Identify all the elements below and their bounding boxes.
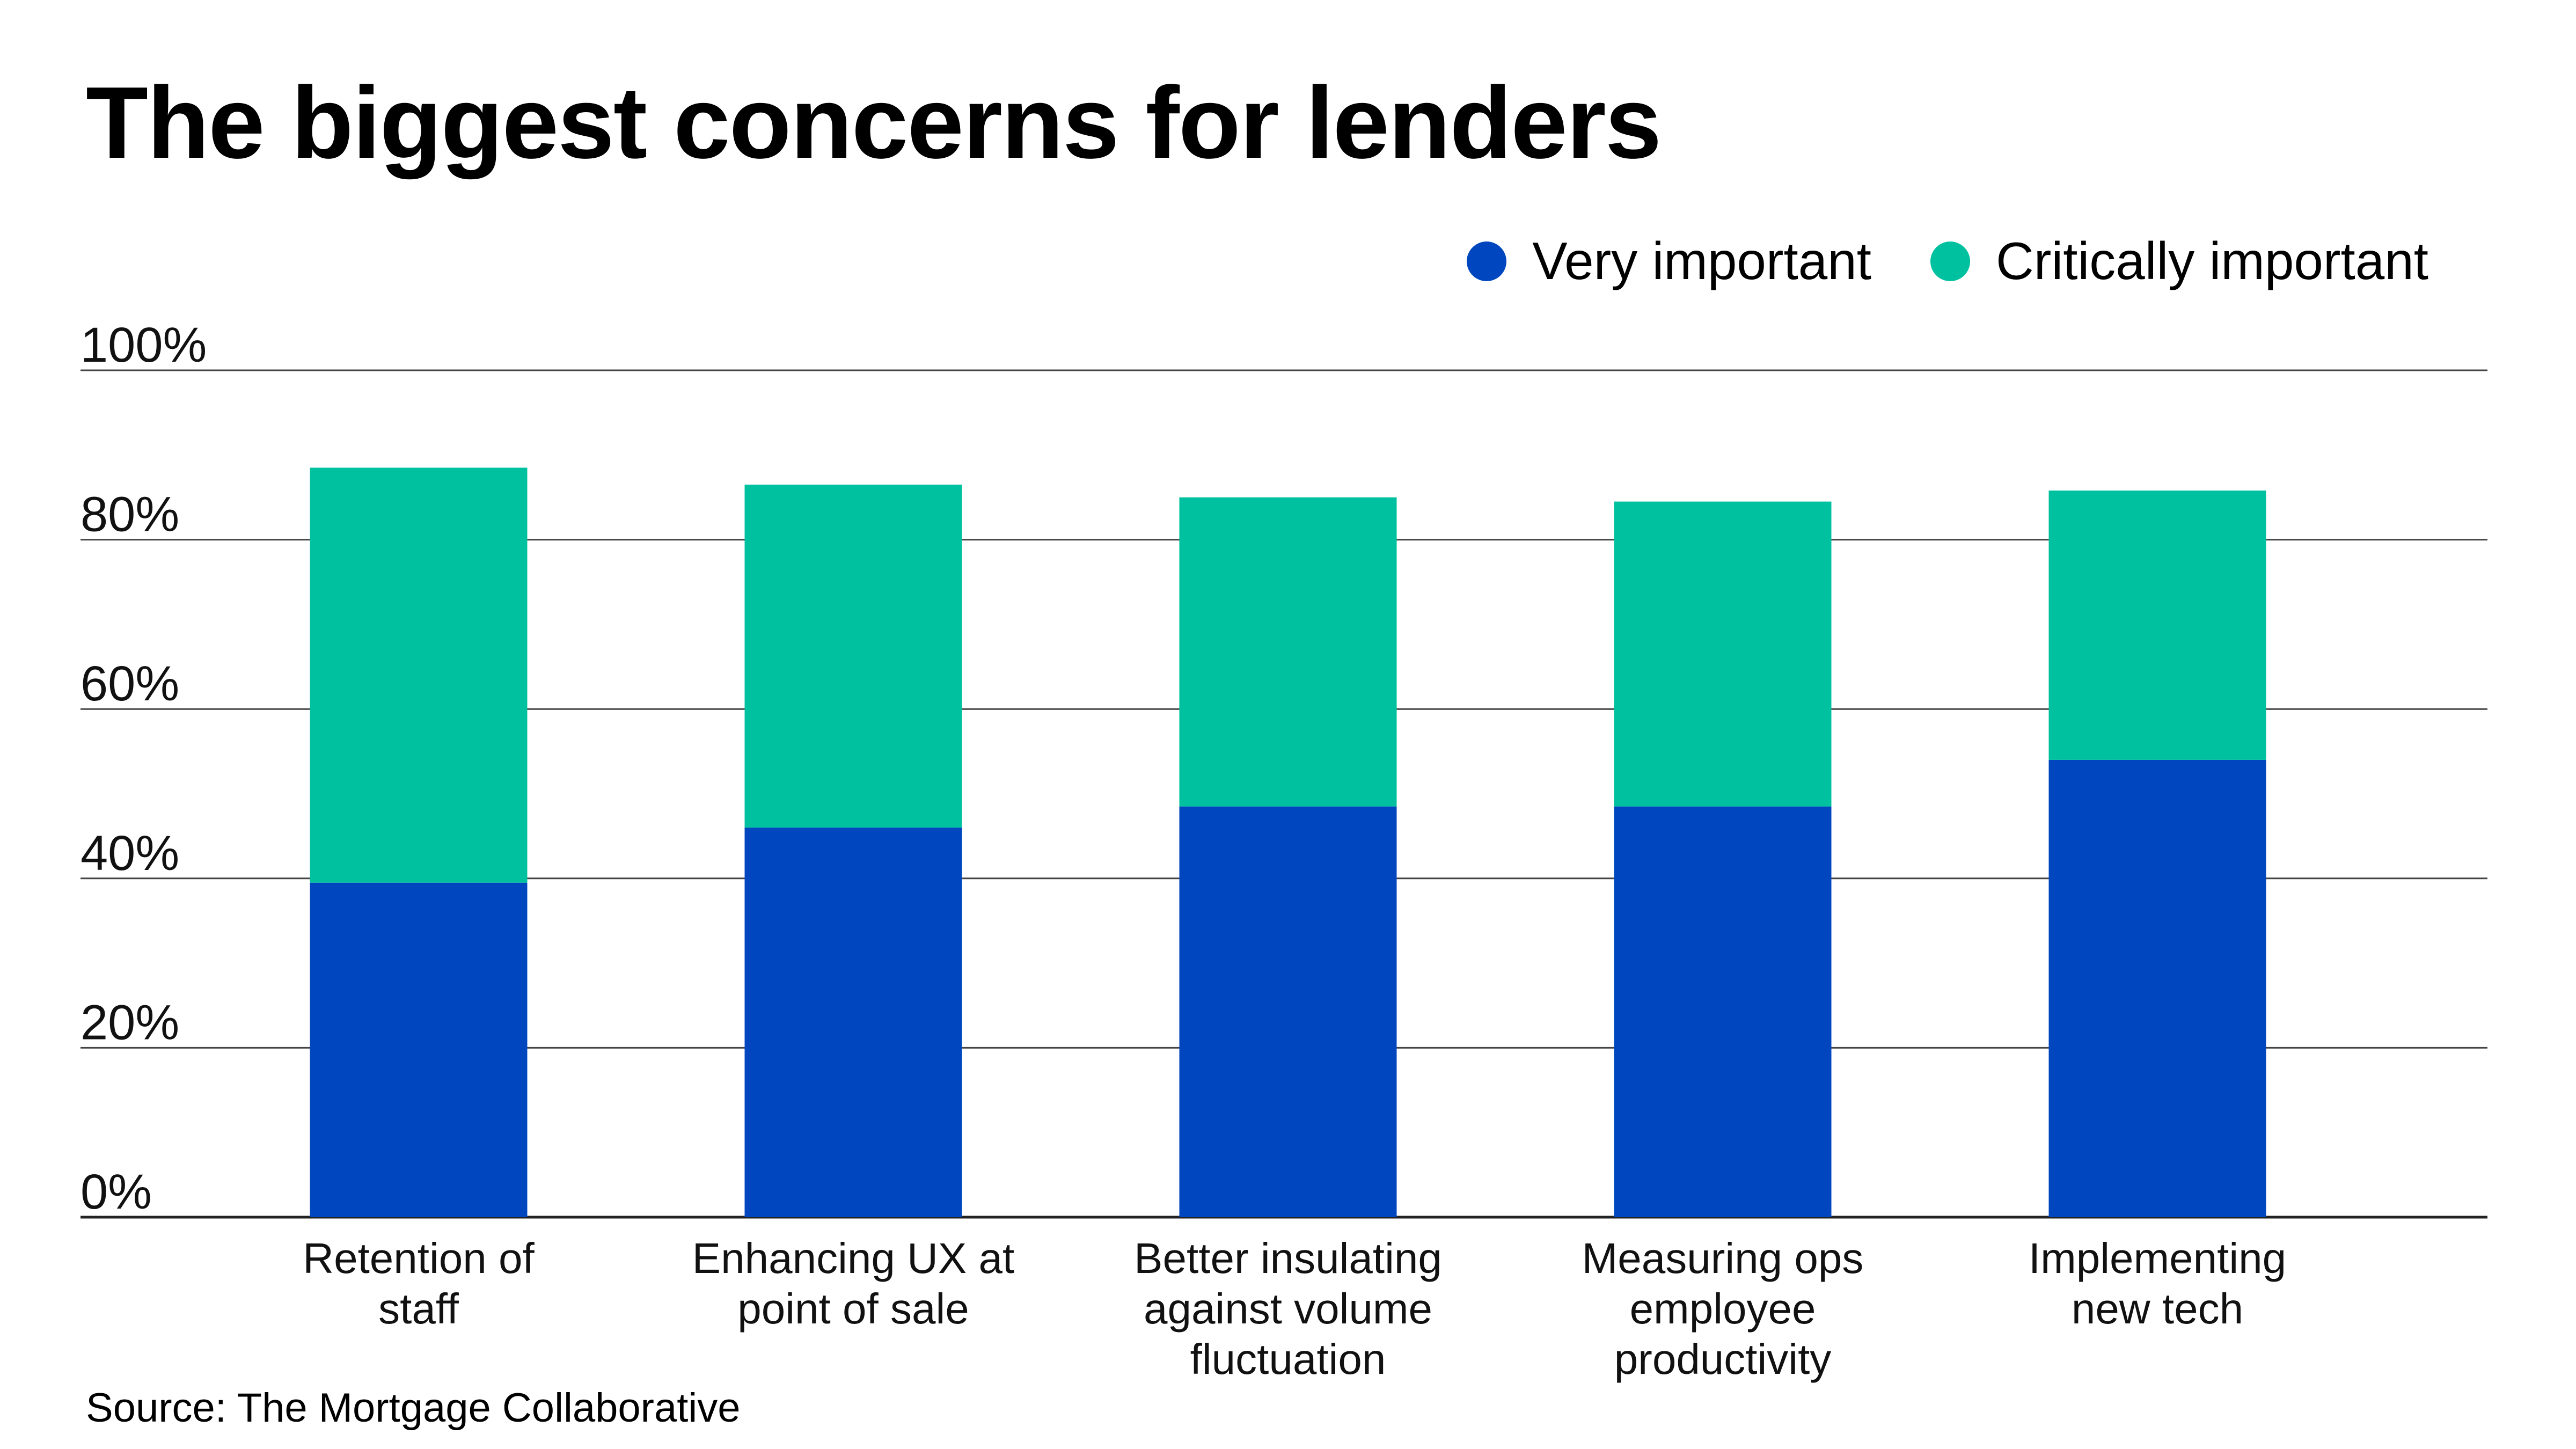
x-tick-label-line: productivity xyxy=(1614,1335,1832,1383)
x-tick-label-line: staff xyxy=(378,1285,459,1333)
bar-critically-important-0 xyxy=(310,467,528,883)
y-tick-label: 40% xyxy=(80,826,179,881)
x-tick-label: Enhancing UX at point of sale xyxy=(692,1234,1014,1333)
legend-label-very-important: Very important xyxy=(1532,231,1872,290)
x-tick-label: Better insulating against volume fluctuati… xyxy=(1134,1234,1442,1383)
x-tick-label-line: Implementing xyxy=(2029,1234,2286,1282)
x-tick-label-line: Enhancing UX at xyxy=(692,1234,1014,1282)
bar-very-important-0 xyxy=(310,882,528,1217)
bar-very-important-1 xyxy=(744,828,962,1217)
x-tick-label-line: point of sale xyxy=(737,1285,969,1333)
x-tick-label-line: fluctuation xyxy=(1190,1335,1386,1383)
bar-critically-important-1 xyxy=(744,485,962,828)
x-tick-label-line: Better insulating xyxy=(1134,1234,1442,1282)
x-tick-label: Measuring ops employee productivity xyxy=(1582,1234,1864,1383)
bar-critically-important-2 xyxy=(1179,497,1397,807)
bars xyxy=(310,467,2266,1217)
x-tick-label-line: against volume xyxy=(1144,1285,1432,1333)
x-tick-label-line: employee xyxy=(1630,1285,1816,1333)
y-tick-label: 0% xyxy=(80,1165,152,1219)
bar-very-important-4 xyxy=(2048,759,2266,1217)
legend-swatch-very-important xyxy=(1467,241,1507,281)
legend-label-critically-important: Critically important xyxy=(1996,231,2428,290)
legend-item-very-important: Very important xyxy=(1467,231,1871,291)
chart-title: The biggest concerns for lenders xyxy=(86,66,1662,180)
x-tick-label: Implementing new tech xyxy=(2029,1234,2286,1333)
legend: Very important Critically important xyxy=(1467,231,2428,291)
x-tick-label: Retention of staff xyxy=(303,1234,535,1333)
gridlines: 0% 20% 40% 60% 80% 100% xyxy=(80,318,2487,1219)
x-tick-label-line: Measuring ops xyxy=(1582,1234,1864,1282)
legend-item-critically-important: Critically important xyxy=(1930,231,2428,291)
bar-very-important-3 xyxy=(1614,806,1832,1217)
x-tick-label-line: new tech xyxy=(2072,1285,2243,1333)
y-tick-label: 100% xyxy=(80,318,207,372)
y-tick-label: 80% xyxy=(80,487,179,542)
x-tick-label-line: Retention of xyxy=(303,1234,535,1282)
y-tick-label: 60% xyxy=(80,656,179,711)
bar-critically-important-3 xyxy=(1614,501,1832,807)
legend-swatch-critically-important xyxy=(1930,241,1971,281)
x-axis-labels: Retention of staff Enhancing UX at point of… xyxy=(303,1234,2286,1383)
y-tick-label: 20% xyxy=(80,995,179,1050)
bar-very-important-2 xyxy=(1179,806,1397,1217)
bar-critically-important-4 xyxy=(2048,491,2266,760)
source-note: Source: The Mortgage Collaborative xyxy=(86,1385,741,1431)
